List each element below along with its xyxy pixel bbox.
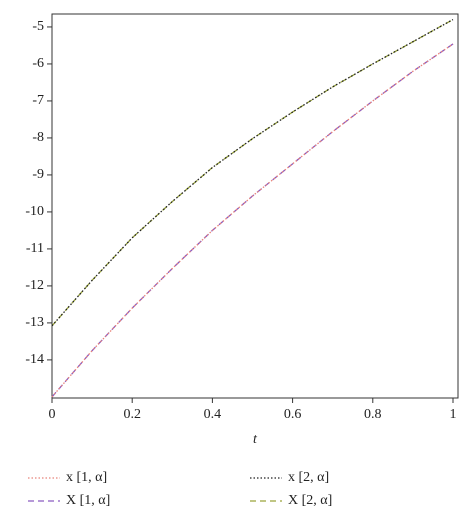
series-line [51, 43, 454, 398]
y-tick-label: -13 [25, 315, 44, 330]
series-line [51, 18, 454, 327]
y-tick-label: -14 [25, 352, 44, 367]
y-tick-label: -6 [32, 56, 44, 71]
y-tick-label: -12 [25, 278, 44, 293]
legend-label: X [1, α] [66, 493, 110, 508]
series-line [51, 18, 454, 327]
y-tick-label: -5 [32, 19, 44, 34]
plot-frame [51, 13, 459, 399]
y-tick-label: -9 [32, 167, 44, 182]
legend-label: X [2, α] [288, 493, 332, 508]
legend-label: x [2, α] [288, 470, 329, 485]
series-line [51, 43, 454, 398]
x-tick-label: 0.4 [204, 407, 222, 422]
y-tick-label: -8 [32, 130, 44, 145]
x-tick-label: 0.2 [123, 407, 141, 422]
x-axis-label: t [253, 432, 258, 447]
x-tick-label: 0.6 [284, 407, 302, 422]
y-tick-label: -10 [25, 204, 44, 219]
x-tick-label: 0 [49, 407, 56, 422]
x-tick-label: 0.8 [364, 407, 382, 422]
y-tick-label: -7 [32, 93, 44, 108]
y-tick-label: -11 [26, 241, 44, 256]
legend-label: x [1, α] [66, 470, 107, 485]
x-tick-label: 1 [449, 407, 456, 422]
